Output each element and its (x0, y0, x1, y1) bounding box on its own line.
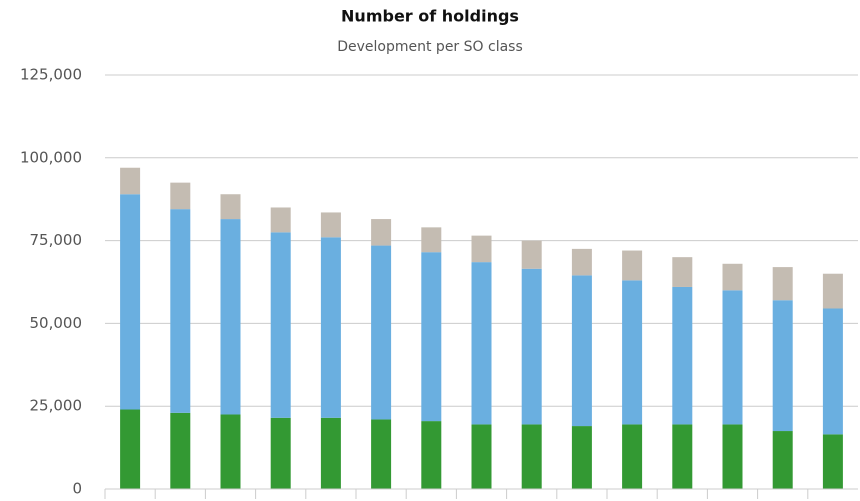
bar-segment (320, 237, 341, 418)
bar-segment (320, 417, 341, 489)
y-tick-label: 100,000 (20, 148, 82, 166)
y-tick-label: 75,000 (30, 231, 83, 249)
bar-segment (521, 424, 542, 489)
bar-segment (622, 250, 643, 281)
bar-segment (421, 252, 442, 422)
bar-segment (571, 426, 592, 489)
bar-segment (120, 167, 141, 195)
bar-segment (320, 212, 341, 238)
chart-title: Number of holdings (341, 7, 519, 26)
bar-segment (571, 248, 592, 276)
y-tick-label: 50,000 (30, 314, 83, 332)
bar-segment (371, 419, 392, 489)
bar-segment (270, 207, 291, 233)
bar-segment (471, 235, 492, 263)
bar-segment (822, 273, 843, 309)
bar-segment (270, 417, 291, 489)
bar-segment (722, 424, 743, 489)
bar-segment (622, 424, 643, 489)
bar-segment (471, 262, 492, 425)
bar-segment (672, 257, 693, 287)
y-tick-label: 125,000 (20, 66, 82, 84)
bar-segment (672, 286, 693, 425)
bar-segment (371, 245, 392, 420)
bar-segment (722, 263, 743, 291)
bar-segment (170, 412, 191, 489)
bar-segment (672, 424, 693, 489)
bar-segment (270, 232, 291, 418)
bar-segment (571, 275, 592, 427)
bar-segment (120, 194, 141, 410)
bar-segment (220, 194, 241, 220)
bar-segment (421, 227, 442, 253)
y-tick-label: 0 (72, 480, 82, 498)
bar-segment (822, 308, 843, 435)
bar-segment (722, 290, 743, 425)
bar-segment (220, 219, 241, 415)
bar-segment (170, 209, 191, 413)
bar-segment (421, 421, 442, 489)
bar-segment (521, 268, 542, 425)
bar-segment (170, 182, 191, 210)
bar-segment (521, 240, 542, 269)
bar-segment (772, 300, 793, 432)
chart-subtitle: Development per SO class (337, 39, 523, 55)
bar-segment (220, 414, 241, 489)
bar-segment (120, 409, 141, 489)
bar-segment (772, 267, 793, 301)
bar-segment (371, 219, 392, 246)
y-tick-label: 25,000 (30, 397, 83, 415)
bar-segment (471, 424, 492, 489)
bar-segment (822, 434, 843, 489)
bar-segment (772, 431, 793, 489)
bar-segment (622, 280, 643, 425)
